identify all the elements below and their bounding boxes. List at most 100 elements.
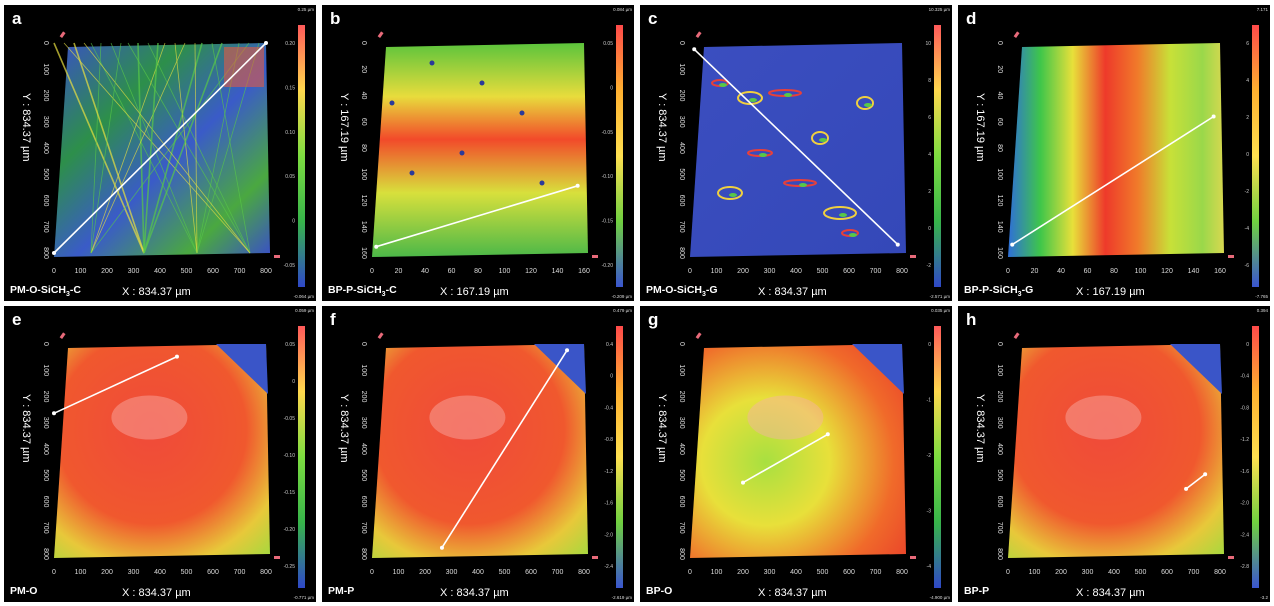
y-tick-label: 100 [360,168,367,180]
colorbar-tick-label: -1 [927,398,932,404]
sample-subscript: 3 [66,291,70,298]
y-tick-label: 100 [360,364,367,376]
sample-name: BP-O [646,584,673,597]
colorbar-max-label: 10.325 µm [928,7,950,12]
x-axis-label: X : 834.37 µm [758,286,827,298]
x-tick-label: 200 [101,569,113,576]
colorbar [1252,25,1259,287]
colorbar-tick-label: -0.10 [284,453,296,459]
x-tick-label: 700 [234,268,246,275]
colorbar-tick-label: -0.10 [602,174,614,180]
y-tick-label: 600 [678,496,685,508]
profile-start-marker [52,251,56,255]
y-axis-label: Y : 834.37 µm [974,394,986,463]
feature-spots [711,79,874,237]
axis-handle [592,255,598,258]
x-tick-label: 100 [711,268,723,275]
height-map-surface [1008,43,1224,257]
y-tick-label: 700 [678,522,685,534]
x-tick-label: 600 [525,569,537,576]
profile-start-marker [374,244,379,249]
sample-suffix: -G [705,283,718,296]
height-map-surface [372,43,588,257]
profile-end-marker [565,348,570,353]
y-tick-label: 800 [678,548,685,560]
colorbar-tick-label: -4 [927,564,932,570]
y-tick-label: 40 [360,92,367,100]
profile-end-marker [264,41,268,45]
y-tick-label: 80 [996,144,1003,152]
panel-e: 0 100 200 300 400 500 600 700 800 0 100 200 300 400 50… [4,306,316,602]
panel-f: 0 100 200 300 400 500 600 700 800 0 100 200 300 400 50… [322,306,634,602]
x-tick-label: 600 [1161,569,1173,576]
y-tick-label: 700 [360,522,367,534]
y-axis-label: Y : 834.37 µm [656,394,668,463]
x-tick-label: 300 [128,569,140,576]
colorbar-tick-label: -0.4 [1240,374,1249,380]
x-tick-label: 0 [1006,268,1010,275]
y-axis-label: Y : 834.37 µm [20,394,32,463]
x-tick-label: 300 [446,569,458,576]
x-tick-label: 100 [393,569,405,576]
x-tick-label: 500 [817,268,829,275]
y-tick-label: 120 [996,195,1003,207]
colorbar-tick-label: -2 [1245,189,1250,195]
y-tick-label: 100 [678,364,685,376]
scratch-texture [53,42,260,254]
x-tick-label: 500 [181,268,193,275]
topography-map-c: 0 100 200 300 400 500 600 700 800010020030040050… [678,25,941,287]
y-tick-label: 80 [360,144,367,152]
sample-label: BP-P [964,585,989,599]
x-tick-label: 300 [764,569,776,576]
y-tick-label: 300 [42,417,49,429]
profile-end-marker [575,183,580,188]
axis-handle [910,556,916,559]
sample-name: PM-O [10,584,38,597]
x-tick-label: 100 [75,268,87,275]
profile-line [1185,473,1206,490]
x-tick-label: 60 [1084,268,1092,275]
sample-label: PM-P [328,585,354,599]
colorbar-tick-label: 0.20 [285,41,295,47]
colorbar-tick-label: -2.0 [1240,501,1249,507]
axis-handle [59,332,66,340]
x-tick-label: 40 [1057,268,1065,275]
x-tick-label: 600 [207,569,219,576]
y-tick-label: 100 [42,63,49,75]
x-tick-label: 0 [52,268,56,275]
x-tick-label: 200 [101,268,113,275]
y-tick-label: 140 [996,221,1003,233]
y-tick-label: 700 [996,522,1003,534]
sample-suffix: -C [385,283,397,296]
colorbar-max-label: 0.059 µm [295,308,314,313]
sample-label: BP-P-SiCH3-G [964,284,1033,298]
x-tick-label: 100 [75,569,87,576]
colorbar-tick-label: 0 [610,85,613,91]
y-tick-label: 600 [360,496,367,508]
y-tick-label: 800 [42,548,49,560]
colorbar-tick-label: 0.15 [285,85,295,91]
colorbar-tick-label: -0.15 [602,219,614,225]
y-tick-label: 140 [360,221,367,233]
y-tick-label: 200 [678,391,685,403]
x-tick-label: 160 [578,268,590,275]
colorbar-tick-label: -0.20 [284,527,296,533]
colorbar-tick-label: 10 [925,41,931,47]
sample-subscript: 3 [381,291,386,298]
axis-handle [695,31,702,39]
sample-name: BP-P-SiCH [328,283,382,296]
colorbar-min-label: -0.771 µm [293,595,314,600]
colorbar-tick-label: 0.4 [606,342,613,348]
profile-start-marker [1010,242,1015,247]
axis-handle [1013,332,1020,340]
profile-start-marker [1184,486,1189,491]
y-tick-label: 800 [360,548,367,560]
sample-name: PM-P [328,584,355,597]
profile-end-marker [174,354,179,359]
corner-low-region [534,344,586,394]
y-tick-label: 600 [42,496,49,508]
colorbar-max-label: 0.394 [1256,308,1268,313]
profile-start-marker [741,480,745,485]
colorbar-tick-label: -2.4 [1240,532,1249,538]
profile-line [742,433,829,484]
